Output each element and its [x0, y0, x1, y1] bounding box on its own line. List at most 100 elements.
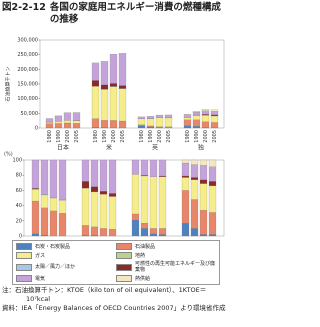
bar-segment: [149, 176, 158, 229]
bar-segment: [140, 228, 149, 237]
bar-segment: [63, 112, 72, 121]
bar-segment: [40, 194, 49, 196]
bar-segment: [192, 111, 201, 116]
bar-segment: [210, 115, 219, 123]
bar-segment: [181, 175, 190, 178]
bar-segment: [91, 118, 100, 128]
legend-label: 熱供給: [135, 275, 151, 282]
bar-segment: [100, 89, 109, 121]
bar-segment: [146, 126, 155, 129]
bar-segment: [158, 234, 167, 237]
x-tick-label: 2000: [203, 130, 209, 143]
bar-segment: [31, 189, 40, 202]
group-label: 米: [106, 144, 112, 152]
bar-segment: [100, 84, 109, 90]
y-tick-label: 0: [35, 126, 38, 132]
note: 注：石油換算千トン：KTOE（kilo ton of oil equivalen…: [2, 286, 207, 303]
bar-segment: [201, 110, 210, 115]
bar-segment: [45, 118, 54, 123]
charts: 0 50,000 100,000 150,000 200,000 250,000 300,0…: [4, 38, 225, 240]
bar-segment: [137, 118, 146, 125]
bar-segment: [49, 210, 58, 237]
group-label: 日本: [57, 144, 69, 152]
bar-segment: [199, 179, 208, 184]
y-tick-label: 40: [16, 203, 22, 209]
bar-segment: [72, 112, 81, 121]
bar-segment: [208, 234, 217, 237]
x-tick-label: 2000: [65, 130, 71, 143]
x-tick-label: 2005: [166, 130, 172, 143]
bar-segment: [81, 235, 90, 237]
bar-segment: [31, 233, 40, 237]
bar-segment: [118, 53, 127, 86]
bar-segment: [146, 116, 155, 119]
bar-segment: [58, 213, 67, 237]
bar-segment: [81, 181, 90, 189]
bar-segment: [140, 159, 149, 176]
bar-segment: [210, 114, 219, 117]
bar-segment: [192, 119, 201, 127]
bar-segment: [158, 159, 167, 177]
bar-segment: [190, 179, 199, 200]
bar-segment: [58, 200, 67, 214]
bar-segment: [54, 123, 63, 128]
group-label: 独: [198, 144, 204, 152]
legend-item: 可燃性の再生可能エネルギー及び廃棄物: [116, 261, 216, 273]
x-tick-label: 2000: [111, 130, 117, 143]
bar-segment: [183, 119, 192, 126]
chart-title: 各国の家庭用エネルギー消費の燃種構成の推移: [49, 2, 221, 25]
bar-segment: [137, 124, 146, 126]
legend-swatch: [16, 263, 32, 271]
bar-segment: [140, 175, 149, 177]
bar-segment: [81, 188, 90, 226]
bar-segment: [201, 109, 210, 111]
legend-label: 可燃性の再生可能エネルギー及び廃棄物: [135, 261, 216, 273]
bar-segment: [158, 176, 167, 229]
bar-segment: [183, 117, 192, 120]
bar-segment: [199, 210, 208, 235]
bar-segment: [118, 88, 127, 122]
bar-segment: [31, 188, 40, 190]
legend-swatch: [116, 243, 132, 250]
x-tick-label: 2000: [157, 130, 163, 143]
bar-segment: [90, 159, 99, 187]
legend-label: 太陽／風力／ほか: [35, 264, 76, 270]
bar-segment: [58, 199, 67, 201]
x-tick-label: 1990: [194, 130, 200, 143]
bar-segment: [137, 125, 146, 129]
y-tick-label: 100,000: [17, 96, 38, 102]
x-tick-label: 1990: [56, 130, 62, 143]
x-tick-label: 1990: [148, 130, 154, 143]
y-tick-label: 50,000: [21, 111, 39, 117]
bar-segment: [149, 159, 158, 177]
bar-segment: [63, 120, 72, 124]
bar-segment: [131, 174, 140, 215]
legend-item: 太陽／風力／ほか: [16, 261, 116, 273]
bar-segment: [208, 166, 217, 182]
bar-segment: [100, 120, 109, 128]
bar-segment: [155, 117, 164, 127]
legend-item: ガス: [16, 252, 116, 259]
bar-segment: [45, 123, 54, 128]
bar-segment: [192, 111, 201, 113]
x-tick-label: 2005: [74, 130, 80, 143]
bar-segment: [137, 116, 146, 119]
bar-segment: [99, 159, 108, 192]
bar-segment: [146, 125, 155, 127]
bar-segment: [131, 213, 140, 221]
y-tick-label: 60: [16, 188, 22, 194]
bar-segment: [108, 159, 117, 194]
bar-segment: [199, 165, 208, 180]
y-tick-label: 100: [12, 158, 22, 164]
bar-segment: [90, 186, 99, 193]
x-tick-label: 1980: [185, 130, 191, 143]
bar-segment: [91, 80, 100, 87]
bar-segment: [183, 114, 192, 115]
legend-swatch: [16, 275, 32, 282]
bar-segment: [45, 122, 54, 124]
bar-segment: [210, 111, 219, 115]
group-label: 英: [152, 144, 158, 152]
bar-segment: [155, 114, 164, 118]
bar-segment: [199, 159, 208, 166]
bar-segment: [140, 175, 149, 224]
